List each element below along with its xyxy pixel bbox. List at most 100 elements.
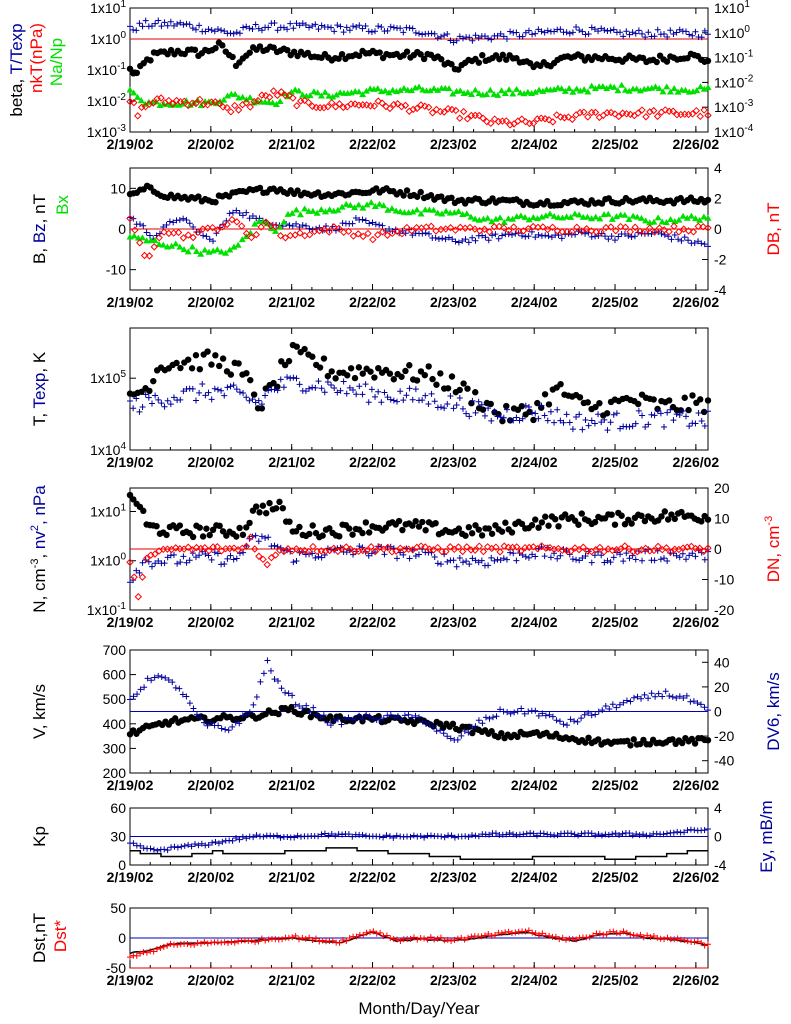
data-point — [676, 26, 683, 33]
data-point — [595, 28, 602, 35]
data-point — [700, 408, 708, 416]
y2-tick-label: -4 — [714, 857, 727, 873]
y2-tick-label: 1x101 — [714, 0, 750, 16]
data-point — [497, 706, 504, 713]
data-point — [377, 717, 384, 724]
data-point — [551, 515, 559, 523]
data-point — [475, 833, 482, 840]
data-point — [371, 547, 380, 556]
data-point — [569, 29, 576, 36]
data-point — [658, 218, 666, 225]
data-point — [588, 24, 595, 31]
data-point — [704, 57, 712, 65]
data-point — [694, 222, 702, 231]
data-point — [437, 370, 444, 377]
data-point — [479, 720, 486, 727]
x-tick-label: 2/25/02 — [592, 454, 639, 470]
data-point — [161, 560, 168, 567]
data-point — [583, 213, 591, 220]
data-point — [359, 391, 366, 398]
data-point — [522, 402, 529, 409]
data-point — [214, 386, 221, 393]
data-point — [130, 26, 137, 33]
y-axis-label-2: Bx — [53, 195, 72, 215]
data-point — [625, 232, 632, 239]
data-point — [408, 227, 416, 235]
data-point — [538, 519, 546, 526]
data-point — [201, 719, 208, 726]
data-point — [499, 417, 506, 425]
data-point — [147, 184, 154, 191]
data-point — [687, 698, 694, 705]
data-point — [681, 394, 688, 401]
data-point — [453, 37, 460, 44]
data-point — [213, 246, 221, 253]
data-point — [636, 832, 643, 839]
data-point — [488, 417, 495, 424]
data-point — [332, 375, 339, 382]
y-axis-label: T, Texp, K — [30, 351, 49, 426]
data-point — [573, 85, 581, 92]
data-point — [475, 542, 484, 550]
data-point — [480, 225, 489, 233]
data-point — [130, 232, 138, 239]
data-point — [437, 727, 444, 734]
data-point — [229, 209, 236, 216]
data-point — [455, 207, 463, 214]
x-tick-label: 2/23/02 — [430, 869, 477, 885]
data-point — [204, 348, 211, 355]
data-point — [290, 25, 297, 32]
data-point — [404, 545, 413, 553]
data-point — [316, 364, 324, 371]
data-point — [294, 832, 301, 839]
data-point — [655, 224, 664, 232]
data-point — [233, 835, 240, 842]
data-point — [431, 30, 438, 37]
data-point — [233, 533, 240, 540]
data-point — [387, 543, 394, 550]
data-point — [676, 554, 683, 561]
y-tick-label: 700 — [103, 642, 127, 658]
y2-tick-label: 20 — [714, 679, 730, 695]
data-point — [532, 553, 539, 560]
data-point — [664, 557, 671, 564]
data-point — [475, 526, 482, 533]
data-point — [397, 102, 406, 111]
data-point — [130, 693, 137, 700]
data-point — [396, 87, 404, 94]
data-point — [271, 542, 278, 549]
data-point — [545, 401, 553, 408]
data-point — [635, 27, 642, 34]
x-tick-label: 2/20/02 — [187, 972, 234, 988]
data-point — [379, 222, 386, 229]
data-point — [262, 392, 269, 399]
data-point — [233, 29, 240, 36]
data-point — [563, 227, 571, 236]
data-point — [419, 718, 426, 725]
data-point — [312, 21, 319, 28]
data-point — [494, 32, 501, 39]
data-point — [346, 545, 355, 553]
y2-tick-label: 4 — [714, 800, 722, 816]
data-point — [400, 84, 408, 91]
data-point — [532, 516, 539, 523]
data-point — [326, 525, 333, 532]
data-point — [529, 119, 538, 127]
data-point — [236, 30, 243, 37]
data-point — [315, 833, 322, 840]
data-point — [227, 30, 234, 37]
series-t — [126, 341, 712, 425]
data-point — [136, 20, 143, 27]
series-dv6 — [127, 657, 711, 744]
data-point — [601, 27, 608, 34]
y-tick-label: 0 — [118, 930, 126, 946]
data-point — [427, 222, 435, 230]
data-point — [620, 699, 627, 706]
data-point — [698, 240, 705, 247]
data-point — [652, 693, 659, 700]
data-point — [170, 219, 177, 226]
data-point — [661, 508, 669, 515]
data-point — [625, 545, 633, 553]
data-point — [673, 29, 680, 36]
data-point — [139, 23, 146, 30]
